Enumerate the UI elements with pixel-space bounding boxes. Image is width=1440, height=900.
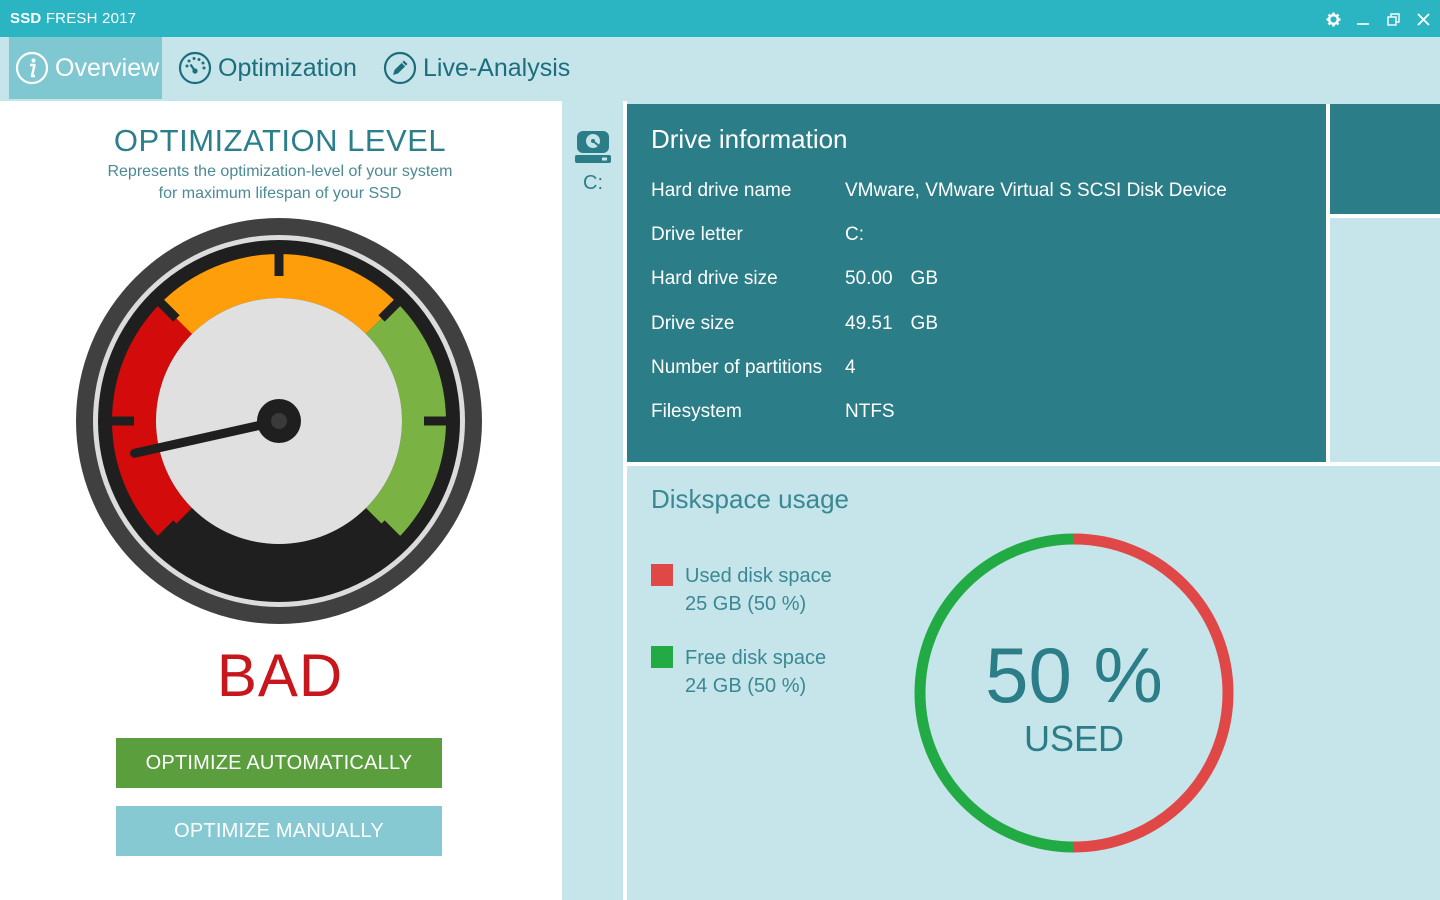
info-value: VMware, VMware Virtual S SCSI Disk Devic… bbox=[845, 180, 1227, 201]
gauge-needle bbox=[130, 416, 284, 458]
disk-usage-donut bbox=[914, 533, 1234, 853]
restore-icon[interactable] bbox=[1382, 8, 1404, 30]
side-tile-divider bbox=[1330, 214, 1440, 218]
optimization-title: OPTIMIZATION LEVEL bbox=[113, 123, 447, 158]
used-percent: 50 % bbox=[985, 631, 1163, 719]
tab-live-analysis-label: Live-Analysis bbox=[423, 53, 571, 82]
info-row-filesystem: Filesystem NTFS bbox=[651, 401, 895, 429]
minimize-icon[interactable] bbox=[1352, 8, 1374, 30]
donut-free-arc bbox=[914, 533, 1075, 853]
info-icon bbox=[15, 51, 49, 85]
gauge-tick bbox=[154, 520, 180, 546]
optimize-manually-button[interactable]: OPTIMIZE MANUALLY bbox=[116, 806, 442, 856]
legend-free-swatch bbox=[651, 646, 673, 668]
donut-used-arc bbox=[1073, 533, 1234, 853]
drive-item-label: C: bbox=[583, 172, 603, 194]
info-value: C: bbox=[845, 224, 864, 245]
info-key: Number of partitions bbox=[651, 357, 823, 378]
info-row-partitions: Number of partitions 4 bbox=[651, 357, 856, 385]
optimize-automatically-button[interactable]: OPTIMIZE AUTOMATICALLY bbox=[116, 738, 442, 788]
info-row-drive-size: Drive size 49.51 GB bbox=[651, 313, 938, 341]
info-value: 50.00 bbox=[845, 268, 893, 289]
drive-information-panel: Drive information Hard drive name VMware,… bbox=[627, 104, 1326, 462]
app-title-bold: SSD bbox=[10, 10, 42, 27]
drive-list: C: bbox=[560, 101, 623, 900]
panel-divider bbox=[627, 462, 1440, 466]
info-unit: GB bbox=[910, 268, 938, 289]
info-key: Drive size bbox=[651, 313, 735, 334]
drive-item-c[interactable]: C: bbox=[572, 129, 614, 195]
gauge-tick bbox=[378, 520, 404, 546]
info-row-hard-drive-name: Hard drive name VMware, VMware Virtual S … bbox=[651, 180, 1227, 208]
drive-information-title: Drive information bbox=[651, 124, 848, 154]
gauge-hub-center bbox=[271, 413, 287, 429]
used-label: USED bbox=[1023, 718, 1125, 759]
legend-free: Free disk space 24 GB (50 %) bbox=[651, 644, 826, 700]
app-title-rest: FRESH 2017 bbox=[41, 10, 137, 27]
tab-optimization[interactable]: Optimization bbox=[178, 37, 368, 99]
column-divider bbox=[623, 101, 627, 900]
hard-drive-icon bbox=[573, 131, 613, 169]
legend-used-label: Used disk space bbox=[685, 565, 832, 587]
title-bar: SSD FRESH 2017 bbox=[0, 0, 1440, 37]
tab-optimization-label: Optimization bbox=[218, 53, 357, 82]
close-icon[interactable] bbox=[1412, 8, 1434, 30]
pencil-icon bbox=[383, 51, 417, 85]
info-value: NTFS bbox=[845, 401, 895, 422]
diskspace-usage-title: Diskspace usage bbox=[651, 484, 849, 514]
tab-live-analysis[interactable]: Live-Analysis bbox=[383, 37, 573, 99]
info-unit: GB bbox=[910, 313, 938, 334]
info-value: 49.51 bbox=[845, 313, 893, 334]
legend-free-label: Free disk space bbox=[685, 647, 827, 669]
main-nav: Overview Optimization Live-Analysis bbox=[0, 37, 1440, 101]
legend-free-detail: 24 GB (50 %) bbox=[685, 675, 807, 697]
tab-overview-label: Overview bbox=[55, 53, 160, 82]
legend-used-detail: 25 GB (50 %) bbox=[685, 593, 807, 615]
tile-divider bbox=[1326, 104, 1330, 462]
info-key: Hard drive name bbox=[651, 180, 792, 201]
legend-used-swatch bbox=[651, 564, 673, 586]
gauge-tick bbox=[378, 296, 404, 322]
info-key: Filesystem bbox=[651, 401, 742, 422]
speedometer-icon bbox=[178, 51, 212, 85]
app-title: SSD FRESH 2017 bbox=[10, 10, 136, 27]
optimization-gauge bbox=[76, 218, 482, 624]
gauge-tick bbox=[154, 296, 180, 322]
optimization-status: BAD bbox=[216, 642, 344, 709]
diskspace-usage-panel: Diskspace usage Used disk space 25 GB (5… bbox=[627, 466, 1440, 900]
info-row-drive-letter: Drive letter C: bbox=[651, 224, 864, 252]
info-row-hard-drive-size: Hard drive size 50.00 GB bbox=[651, 268, 938, 296]
optimization-panel: OPTIMIZATION LEVEL Represents the optimi… bbox=[0, 101, 560, 900]
legend-used: Used disk space 25 GB (50 %) bbox=[651, 562, 832, 618]
tab-overview[interactable]: Overview bbox=[9, 37, 162, 99]
optimization-subtitle: Represents the optimization-level of you… bbox=[107, 163, 453, 202]
info-value: 4 bbox=[845, 357, 856, 378]
side-tile bbox=[1330, 104, 1440, 214]
settings-gear-icon[interactable] bbox=[1322, 8, 1344, 30]
gauge-zone-green bbox=[365, 302, 446, 540]
gauge-zone-orange bbox=[160, 254, 398, 335]
info-key: Drive letter bbox=[651, 224, 743, 245]
gauge-zone-red bbox=[112, 302, 193, 540]
info-key: Hard drive size bbox=[651, 268, 778, 289]
